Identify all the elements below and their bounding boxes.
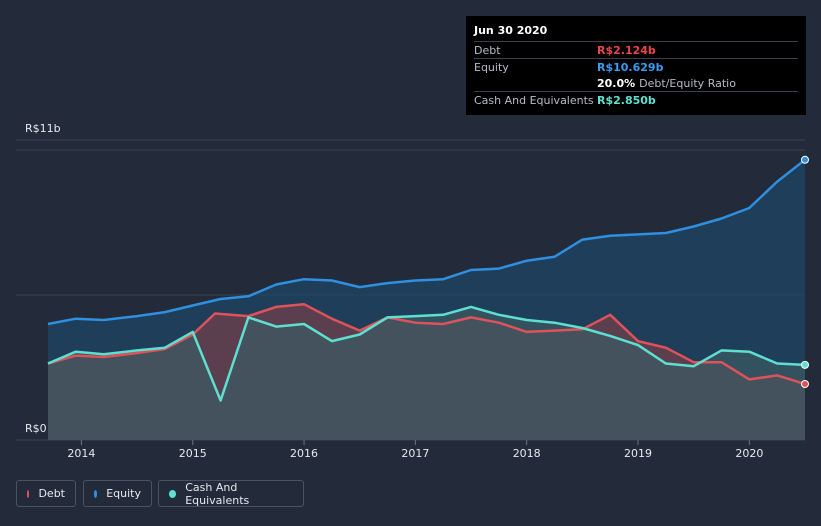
- tooltip-equity-label: Equity: [474, 60, 509, 74]
- tooltip-cash-value: R$2.850b: [597, 93, 656, 107]
- x-axis-ticks: 2014 2015 2016 2017 2018 2019 2020: [67, 440, 763, 460]
- x-tick-label-2017: 2017: [401, 447, 429, 460]
- legend-cash-dot: [169, 489, 177, 498]
- tooltip-equity-value: R$10.629b: [597, 60, 664, 74]
- x-tick-label-2019: 2019: [624, 447, 652, 460]
- x-tick-label-2018: 2018: [513, 447, 541, 460]
- legend-equity-label: Equity: [106, 487, 141, 500]
- tooltip-debt-label: Debt: [474, 43, 501, 57]
- legend-cash-label: Cash And Equivalents: [185, 480, 250, 507]
- legend-equity-dot: [94, 489, 98, 498]
- series-areas: [48, 159, 805, 441]
- area-cash-and-equivalents: [48, 306, 805, 440]
- end-markers: [801, 155, 809, 389]
- marker-cash-and-equivalents: [801, 360, 809, 369]
- tooltip-ratio-label: Debt/Equity Ratio: [639, 76, 736, 90]
- tooltip-debt-value: R$2.124b: [597, 43, 656, 57]
- y-axis-bottom-label: R$0: [25, 422, 47, 435]
- legend-equity[interactable]: Equity: [83, 480, 152, 507]
- tooltip-ratio-value: 20.0%: [597, 76, 636, 90]
- tooltip-cash-label: Cash And Equivalents: [474, 93, 594, 107]
- legend-debt[interactable]: Debt: [16, 480, 76, 507]
- y-axis-top-label: R$11b: [25, 122, 61, 135]
- tooltip-equity-row: Equity R$10.629b: [474, 58, 798, 75]
- tooltip-ratio-row: 20.0% Debt/Equity Ratio: [474, 75, 798, 91]
- x-tick-label-2016: 2016: [290, 447, 318, 460]
- legend-debt-label: Debt: [38, 487, 65, 500]
- series-lines: [47, 158, 806, 402]
- legend-cash[interactable]: Cash And Equivalents: [158, 480, 304, 507]
- tooltip-date: Jun 30 2020: [474, 24, 548, 37]
- legend-debt-dot: [27, 489, 30, 498]
- x-tick-label-2020: 2020: [735, 447, 763, 460]
- x-tick-label-2015: 2015: [179, 447, 207, 460]
- data-tooltip: Jun 30 2020 Debt R$2.124b Equity R$10.62…: [466, 16, 806, 115]
- tooltip-cash-row: Cash And Equivalents R$2.850b: [474, 91, 798, 108]
- marker-debt: [801, 380, 809, 389]
- tooltip-debt-row: Debt R$2.124b: [474, 41, 798, 58]
- line-equity: [47, 158, 806, 326]
- line-debt: [47, 302, 806, 386]
- line-cash-and-equivalents: [47, 305, 806, 402]
- marker-equity: [801, 155, 809, 164]
- x-tick-label-2014: 2014: [67, 447, 95, 460]
